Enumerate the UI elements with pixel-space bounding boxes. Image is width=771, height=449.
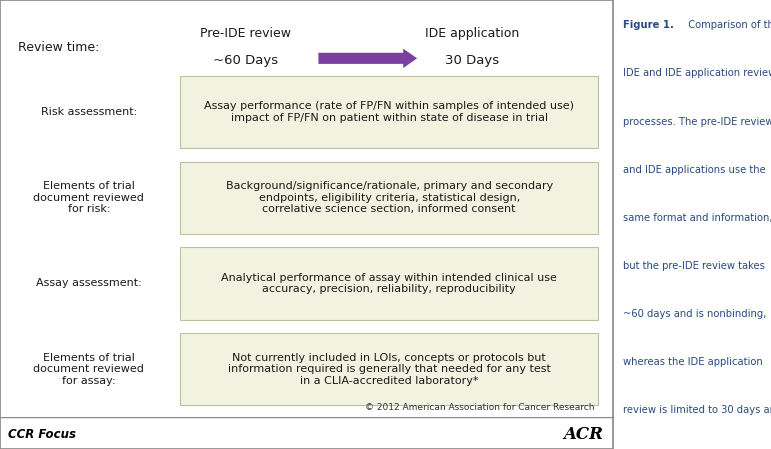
- Text: ~60 Days: ~60 Days: [213, 54, 278, 67]
- Text: Elements of trial
document reviewed
for assay:: Elements of trial document reviewed for …: [33, 352, 144, 386]
- Text: ~60 days and is nonbinding,: ~60 days and is nonbinding,: [623, 309, 766, 319]
- Text: © 2012 American Association for Cancer Research: © 2012 American Association for Cancer R…: [365, 403, 594, 412]
- FancyArrowPatch shape: [318, 48, 417, 68]
- Text: Comparison of the pre-: Comparison of the pre-: [682, 20, 771, 31]
- Text: IDE and IDE application review: IDE and IDE application review: [623, 69, 771, 79]
- Text: same format and information,: same format and information,: [623, 213, 771, 223]
- Text: and IDE applications use the: and IDE applications use the: [623, 165, 766, 175]
- Text: Analytical performance of assay within intended clinical use
accuracy, precision: Analytical performance of assay within i…: [221, 273, 557, 294]
- Text: Risk assessment:: Risk assessment:: [41, 107, 137, 117]
- Text: Background/significance/rationale, primary and secondary
endpoints, eligibility : Background/significance/rationale, prima…: [226, 181, 553, 214]
- Text: CCR Focus: CCR Focus: [8, 428, 76, 441]
- Text: Pre-IDE review: Pre-IDE review: [200, 27, 291, 40]
- Text: IDE application: IDE application: [425, 27, 519, 40]
- Text: whereas the IDE application: whereas the IDE application: [623, 357, 763, 367]
- Text: but the pre-IDE review takes: but the pre-IDE review takes: [623, 261, 765, 271]
- Text: processes. The pre-IDE review: processes. The pre-IDE review: [623, 117, 771, 127]
- FancyBboxPatch shape: [180, 333, 598, 405]
- Text: Elements of trial
document reviewed
for risk:: Elements of trial document reviewed for …: [33, 181, 144, 214]
- FancyBboxPatch shape: [180, 76, 598, 148]
- Text: ACR: ACR: [564, 426, 604, 443]
- Text: review is limited to 30 days and: review is limited to 30 days and: [623, 405, 771, 415]
- Text: Assay performance (rate of FP/FN within samples of intended use)
impact of FP/FN: Assay performance (rate of FP/FN within …: [204, 101, 574, 123]
- Text: Not currently included in LOIs, concepts or protocols but
information required i: Not currently included in LOIs, concepts…: [227, 352, 550, 386]
- FancyBboxPatch shape: [180, 162, 598, 234]
- Text: Assay assessment:: Assay assessment:: [36, 278, 142, 289]
- Text: Figure 1.: Figure 1.: [623, 20, 674, 31]
- FancyBboxPatch shape: [180, 247, 598, 320]
- Text: 30 Days: 30 Days: [445, 54, 499, 67]
- Text: Review time:: Review time:: [19, 41, 99, 54]
